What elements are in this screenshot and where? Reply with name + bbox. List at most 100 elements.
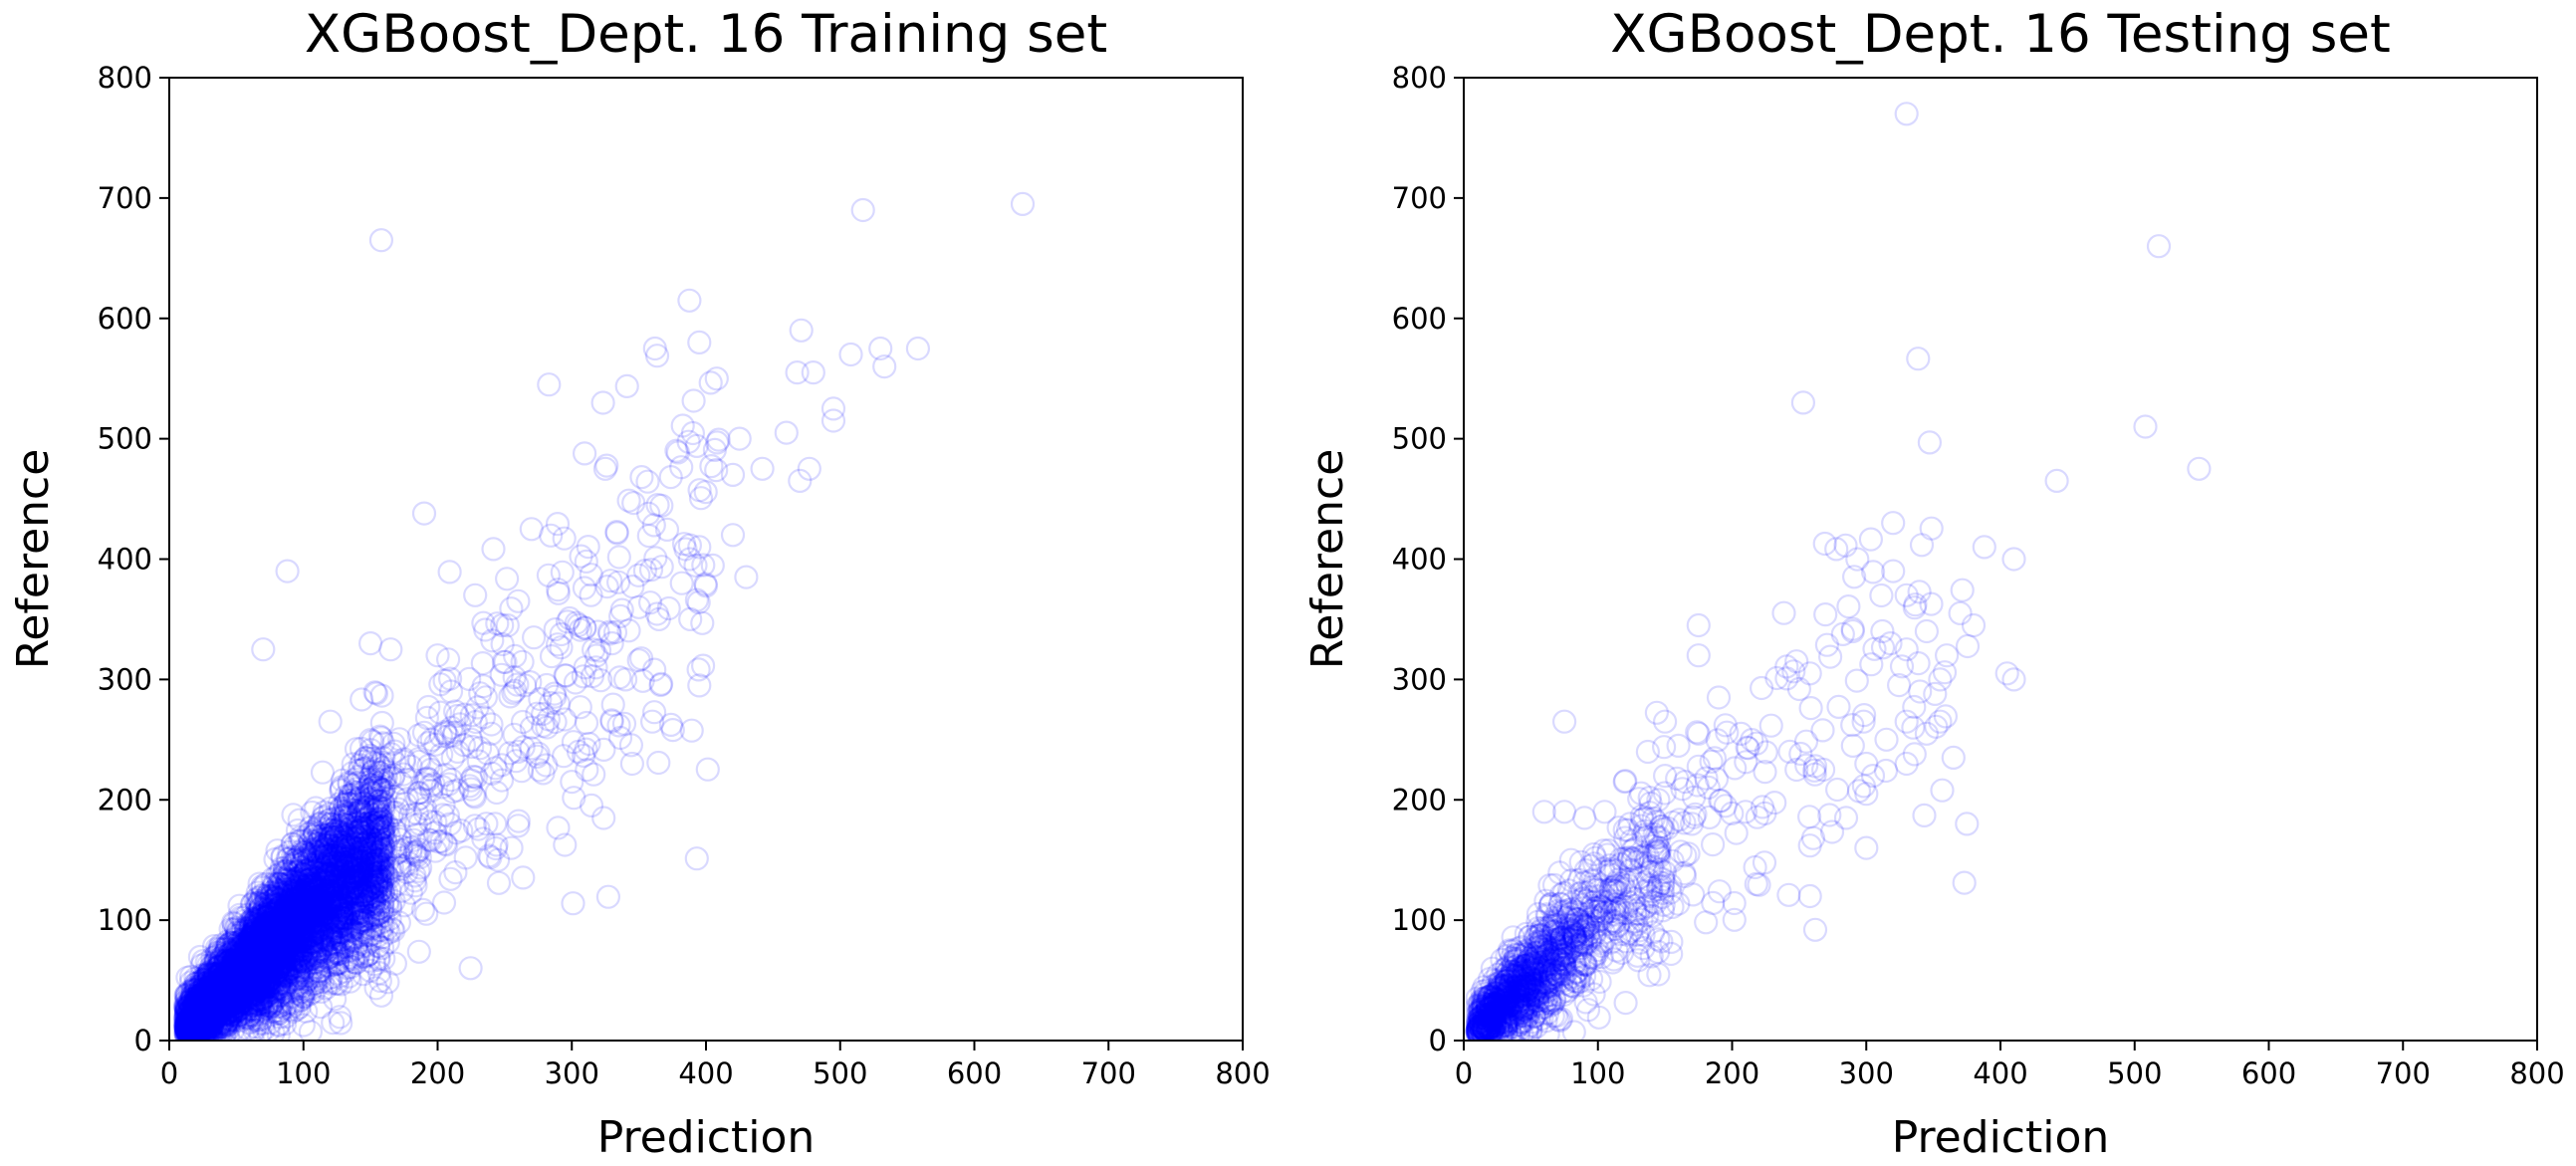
data-point — [312, 913, 337, 938]
data-point — [293, 840, 318, 866]
data-point — [372, 814, 397, 839]
data-point — [346, 843, 370, 868]
data-point — [216, 957, 241, 982]
data-point — [186, 984, 211, 1010]
data-point — [267, 994, 292, 1019]
data-point — [308, 826, 333, 851]
data-point — [249, 951, 274, 976]
data-point — [279, 922, 304, 947]
data-point — [261, 901, 286, 926]
data-point — [264, 928, 289, 953]
data-point — [250, 966, 275, 992]
data-point — [277, 980, 302, 1005]
data-point — [189, 991, 214, 1016]
data-point — [284, 886, 309, 911]
data-point — [280, 949, 305, 974]
data-point — [362, 914, 387, 939]
data-point — [221, 911, 247, 937]
data-point — [337, 801, 361, 825]
data-point — [333, 874, 357, 899]
data-point — [277, 903, 302, 928]
data-point — [176, 990, 202, 1015]
data-point — [187, 990, 213, 1015]
data-point — [339, 815, 363, 840]
data-point — [347, 817, 372, 842]
data-point — [251, 914, 277, 939]
data-point — [243, 908, 268, 933]
data-point — [196, 1002, 221, 1027]
data-point — [208, 979, 233, 1004]
data-point — [214, 990, 239, 1015]
data-point — [224, 976, 249, 1001]
data-point — [279, 859, 304, 885]
data-point — [218, 990, 243, 1016]
data-point — [329, 914, 353, 939]
data-point — [185, 988, 210, 1013]
data-point — [284, 878, 309, 903]
data-point — [240, 925, 265, 951]
data-point — [283, 930, 308, 956]
data-point — [350, 910, 374, 935]
data-point — [250, 940, 275, 965]
data-point — [251, 986, 276, 1012]
data-point — [549, 635, 574, 660]
data-point — [226, 984, 251, 1009]
data-point — [257, 921, 282, 947]
data-point — [276, 935, 301, 960]
data-point — [257, 932, 282, 957]
data-point — [188, 985, 213, 1010]
data-point — [346, 828, 370, 853]
data-point — [274, 909, 299, 934]
data-point — [414, 901, 439, 926]
data-point — [301, 842, 326, 868]
data-point — [184, 991, 209, 1016]
data-point — [305, 904, 331, 929]
data-point — [271, 868, 296, 893]
data-point — [177, 994, 202, 1019]
data-point — [193, 1011, 218, 1037]
data-point — [239, 959, 264, 985]
data-point — [237, 978, 262, 1004]
data-point — [316, 849, 341, 874]
data-point — [256, 883, 281, 908]
data-point — [255, 933, 280, 958]
data-point — [197, 1005, 222, 1030]
data-point — [218, 979, 243, 1004]
data-point — [241, 942, 266, 967]
data-point — [291, 910, 316, 935]
data-point — [305, 866, 330, 891]
data-point — [358, 825, 383, 850]
data-point — [345, 915, 369, 940]
data-point — [173, 1023, 199, 1041]
data-point — [490, 631, 515, 657]
data-point — [378, 858, 403, 883]
data-point — [366, 821, 391, 846]
data-point — [214, 975, 239, 1000]
data-point — [264, 950, 289, 975]
data-point — [246, 951, 271, 976]
data-point — [204, 1000, 229, 1025]
data-point — [204, 977, 230, 1003]
data-point — [194, 1010, 220, 1035]
data-point — [611, 711, 637, 736]
data-point — [221, 981, 246, 1006]
data-point — [199, 953, 224, 978]
data-point — [362, 874, 387, 899]
data-point — [301, 908, 326, 934]
data-point — [213, 1000, 238, 1025]
data-point — [329, 851, 354, 876]
data-point — [301, 943, 326, 968]
data-point — [256, 951, 281, 977]
data-point — [361, 869, 386, 894]
data-point — [308, 916, 333, 941]
data-point — [606, 713, 631, 738]
data-point — [183, 991, 208, 1017]
data-point — [200, 988, 225, 1014]
data-point — [279, 945, 304, 971]
data-point — [367, 917, 392, 943]
data-point — [360, 831, 385, 856]
data-point — [282, 850, 307, 875]
data-point — [644, 601, 670, 626]
data-point — [221, 983, 246, 1008]
